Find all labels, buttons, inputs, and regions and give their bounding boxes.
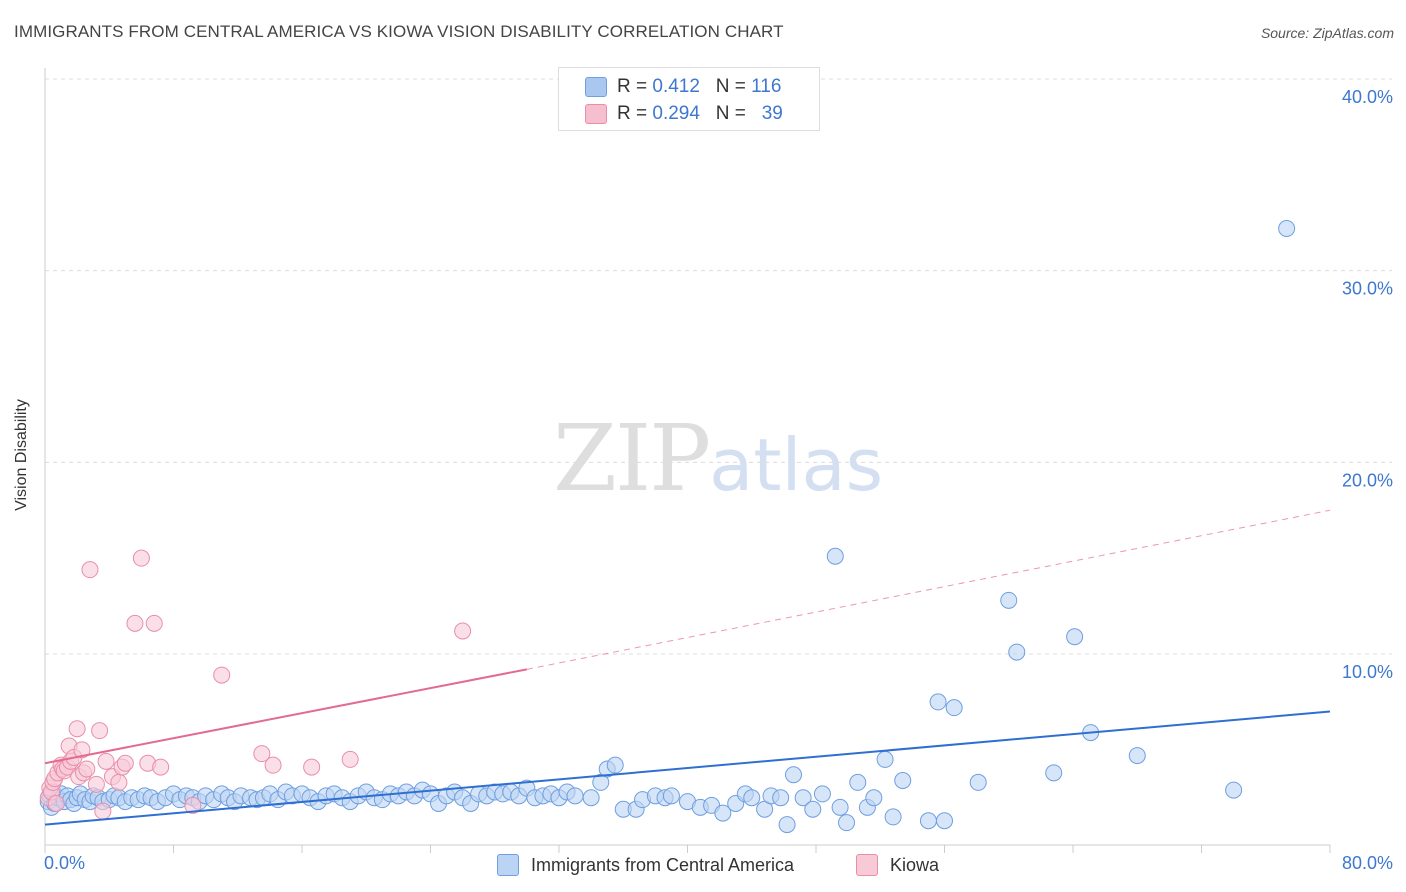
y-axis-label-wrap: Vision Disability	[0, 0, 44, 892]
point-immigrants	[876, 750, 894, 768]
point-kiowa	[303, 758, 321, 776]
legend-swatch-immigrants	[497, 854, 519, 876]
legend: Immigrants from Central America Kiowa	[0, 850, 1406, 880]
y-tick-label: 20.0%	[1342, 470, 1393, 490]
point-immigrants	[566, 787, 584, 805]
point-immigrants	[785, 766, 803, 784]
n-label: N =	[715, 76, 752, 97]
r-value: 0.412	[652, 76, 700, 97]
point-immigrants	[919, 812, 937, 830]
point-immigrants	[884, 808, 902, 826]
point-immigrants	[838, 814, 856, 832]
watermark-zip: ZIP	[553, 405, 711, 512]
n-value: 39	[761, 103, 783, 124]
point-immigrants	[894, 772, 912, 789]
point-immigrants	[582, 789, 600, 807]
point-immigrants	[714, 804, 732, 822]
stats-text-immigrants: R = 0.412 N = 116	[617, 76, 781, 98]
point-kiowa	[47, 795, 65, 812]
point-immigrants	[929, 693, 947, 711]
legend-swatch-kiowa	[856, 854, 878, 876]
trend-line-immigrants	[44, 710, 1331, 826]
n-value: 116	[751, 76, 782, 97]
point-kiowa	[152, 758, 170, 776]
point-kiowa	[253, 745, 271, 763]
point-kiowa	[116, 754, 134, 772]
x-tick-label-start: 0.0%	[44, 853, 85, 873]
point-immigrants	[1000, 591, 1018, 609]
point-immigrants	[1225, 781, 1243, 799]
legend-label-immigrants: Immigrants from Central America	[531, 854, 795, 875]
y-tick-label: 40.0%	[1342, 87, 1393, 107]
point-kiowa	[126, 614, 144, 632]
trend-line-kiowa	[44, 668, 528, 765]
r-label: R =	[617, 76, 653, 97]
watermark: ZIPatlas	[553, 405, 883, 512]
point-immigrants	[945, 699, 963, 717]
point-kiowa	[68, 720, 86, 738]
point-immigrants	[1066, 628, 1084, 646]
point-kiowa	[73, 741, 91, 759]
point-immigrants	[794, 789, 812, 807]
y-axis-label: Vision Disability	[13, 399, 30, 511]
point-kiowa	[97, 752, 115, 770]
stats-swatch-kiowa	[585, 104, 607, 124]
point-immigrants	[813, 785, 831, 803]
point-kiowa	[341, 750, 359, 768]
point-kiowa	[264, 756, 282, 774]
point-immigrants	[1008, 643, 1026, 661]
point-immigrants	[743, 789, 761, 807]
point-kiowa	[91, 722, 109, 740]
n-label: N =	[715, 103, 752, 124]
legend-label-kiowa: Kiowa	[890, 854, 940, 875]
y-tick-label: 10.0%	[1342, 662, 1393, 682]
point-immigrants	[831, 798, 849, 816]
point-kiowa	[184, 796, 202, 814]
point-kiowa	[81, 561, 99, 579]
point-kiowa	[87, 775, 105, 793]
legend-item-immigrants[interactable]: Immigrants from Central America	[497, 850, 794, 880]
point-immigrants	[936, 812, 953, 830]
point-immigrants	[969, 773, 987, 791]
point-immigrants	[1278, 220, 1296, 237]
point-kiowa	[78, 760, 96, 778]
point-kiowa	[110, 773, 128, 791]
r-value: 0.294	[652, 103, 700, 124]
watermark-atlas: atlas	[709, 423, 884, 507]
point-immigrants	[772, 789, 790, 807]
point-kiowa	[94, 802, 112, 820]
point-kiowa	[213, 666, 231, 684]
stats-swatch-immigrants	[585, 77, 607, 97]
stats-text-kiowa: R = 0.294 N = 39	[617, 103, 783, 125]
point-immigrants	[826, 547, 844, 565]
point-immigrants	[1128, 747, 1146, 765]
point-kiowa	[132, 549, 150, 567]
point-immigrants	[865, 789, 883, 807]
point-immigrants	[804, 800, 822, 818]
x-tick-label-end: 80.0%	[1342, 853, 1393, 873]
point-kiowa	[454, 622, 472, 640]
y-tick-label: 30.0%	[1342, 279, 1393, 299]
point-immigrants	[849, 773, 867, 791]
source-label: Source: ZipAtlas.com	[1260, 25, 1394, 41]
chart-title: IMMIGRANTS FROM CENTRAL AMERICA VS KIOWA…	[14, 22, 784, 41]
legend-item-kiowa[interactable]: Kiowa	[856, 850, 939, 880]
point-immigrants	[606, 756, 624, 774]
r-label: R =	[617, 103, 653, 124]
trend-line-kiowa-extension	[526, 509, 1331, 670]
point-immigrants	[662, 787, 680, 805]
stats-box: R = 0.412 N = 116 R = 0.294 N = 39	[558, 67, 820, 131]
point-immigrants	[1045, 764, 1063, 782]
point-immigrants	[778, 816, 796, 834]
point-kiowa	[145, 614, 163, 632]
